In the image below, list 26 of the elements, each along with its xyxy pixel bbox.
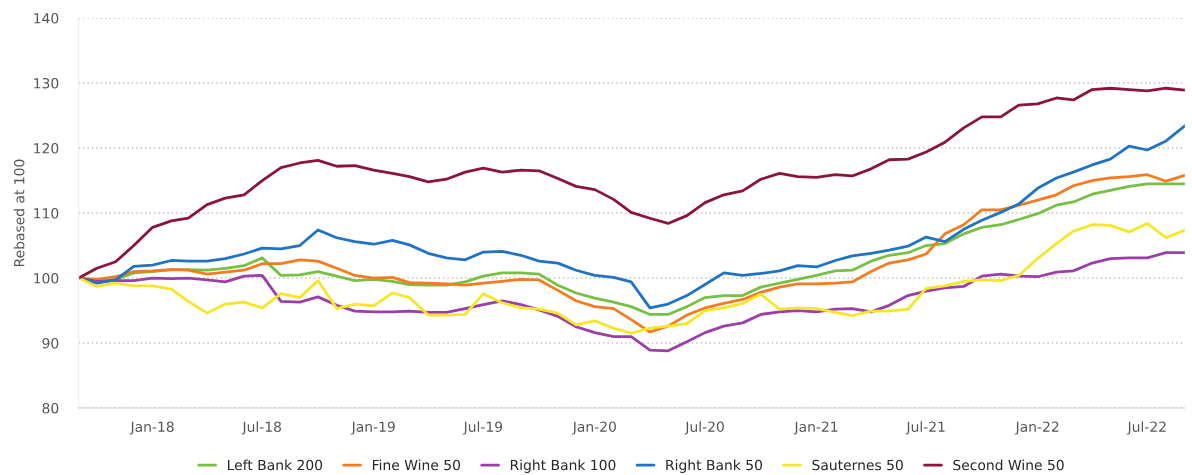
y-tick-label: 100 [34,273,59,284]
line-series [78,222,1185,335]
x-tick-label: Jan-22 [1014,421,1059,435]
y-tick-label: 120 [34,143,59,154]
legend-label: Second Wine 50 [953,459,1064,471]
y-tick-label: 110 [34,208,59,219]
legend-label: Fine Wine 50 [372,459,461,471]
y-tick-label: 90 [42,338,59,349]
x-tick-label: Jan-21 [793,421,838,435]
legend-label: Sauternes 50 [812,459,903,471]
legend-label: Right Bank 50 [666,459,762,473]
x-tick-label: Jul-20 [684,421,724,435]
x-tick-label: Jan-19 [350,421,395,435]
x-tick-label: Jan-18 [129,421,174,435]
legend-label: Left Bank 200 [228,459,323,471]
x-tick-label: Jul-22 [1126,421,1166,435]
line-series [78,86,1185,280]
x-tick-label: Jul-19 [462,421,503,435]
x-tick-label: Jul-18 [241,421,281,435]
x-tick-label: Jul-21 [905,421,945,435]
y-tick-label: 130 [34,78,59,89]
y-axis-title: Rebased at 100 [13,159,25,267]
legend-label: Right Bank 100 [510,459,616,473]
y-tick-label: 140 [34,13,59,24]
y-tick-label: 80 [42,402,59,414]
x-tick-label: Jan-20 [572,421,616,435]
